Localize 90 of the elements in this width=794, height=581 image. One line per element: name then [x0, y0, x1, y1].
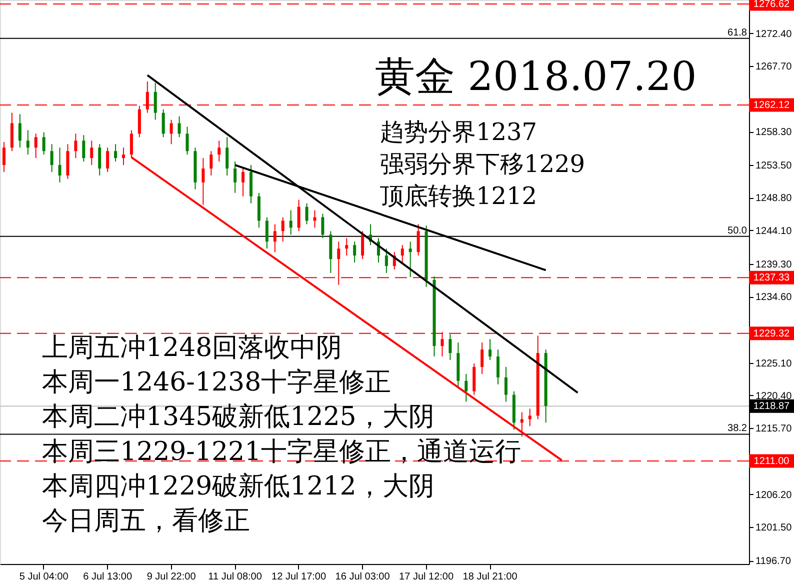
ref-line-label: 1237.33 — [753, 272, 790, 284]
ref-line-label: 1229.32 — [753, 328, 790, 340]
candlestick — [281, 216, 284, 242]
candlestick — [210, 150, 213, 176]
candlestick — [416, 224, 420, 256]
y-tick-label: 1215.70 — [756, 424, 792, 435]
candlestick — [154, 82, 157, 120]
y-tick-label: 1201.50 — [756, 522, 792, 534]
candlestick — [226, 136, 229, 176]
x-tick-label: 6 Jul 13:00 — [83, 572, 132, 581]
y-tick-label: 1225.10 — [756, 358, 792, 370]
candlestick — [90, 140, 94, 166]
ref-line-label: 1262.12 — [753, 100, 790, 111]
candlestick — [337, 241, 340, 286]
annotation: 50.0 — [728, 225, 748, 236]
candlestick — [313, 210, 316, 228]
annotation: 本周三1229-1221十字星修正，通道运行 — [42, 436, 522, 467]
candlestick — [321, 213, 324, 239]
y-tick-label: 1267.70 — [756, 62, 792, 73]
y-tick-label: 1239.30 — [756, 259, 792, 270]
y-tick-label: 1196.70 — [756, 556, 792, 568]
x-tick-label: 12 Jul 17:00 — [272, 572, 326, 581]
candlestick — [528, 408, 532, 427]
candlestick — [504, 366, 508, 402]
ref-line-label: 1276.62 — [753, 0, 790, 10]
candlestick — [34, 133, 38, 159]
candlestick — [162, 108, 165, 138]
annotation: 本周二冲1345破新低1225，大阴 — [42, 402, 434, 432]
candlestick — [353, 241, 356, 264]
x-tick-label: 16 Jul 03:00 — [335, 572, 390, 581]
y-tick-label: 1206.20 — [756, 490, 792, 501]
y-tick-label: 1258.30 — [756, 127, 792, 138]
candlestick — [58, 147, 62, 183]
x-tick-label: 5 Jul 04:00 — [19, 572, 69, 581]
y-tick-label: 1248.80 — [756, 193, 792, 204]
x-tick-label: 18 Jul 21:00 — [462, 572, 518, 581]
candlestick — [464, 373, 468, 402]
candlestick — [361, 230, 364, 260]
y-tick-label: 1234.60 — [756, 292, 792, 304]
candlestick — [297, 199, 300, 232]
annotation: 趋势分界1237 — [380, 118, 538, 146]
annotation: 本周四冲1229破新低1212，大阴 — [42, 471, 434, 502]
y-tick-label: 1253.50 — [756, 160, 792, 172]
candlestick — [400, 244, 404, 264]
candlestick — [26, 130, 30, 156]
candlestick — [242, 168, 245, 197]
annotation: 强弱分界下移1229 — [380, 150, 586, 178]
y-tick-label: 1244.10 — [756, 226, 792, 237]
candlestick — [106, 147, 110, 172]
candlestick — [114, 144, 118, 162]
candlestick — [520, 412, 524, 438]
x-tick-label: 11 Jul 08:00 — [208, 572, 262, 581]
candlestick — [265, 216, 268, 250]
candlestick — [305, 202, 308, 225]
candlestick — [496, 349, 500, 385]
y-tick-label: 1272.40 — [756, 28, 792, 40]
annotation: 上周五冲1248回落收中阴 — [42, 333, 342, 363]
candlestick — [42, 132, 46, 156]
candlestick — [202, 158, 205, 206]
candlestick — [170, 119, 173, 145]
y-tick-label: 1220.40 — [756, 390, 792, 402]
candlestick — [384, 248, 388, 274]
candlestick — [218, 140, 221, 162]
annotation: 顶底转换1212 — [380, 182, 538, 210]
candlestick — [18, 114, 22, 148]
text: 黄金 2018.07.20 — [375, 54, 697, 100]
candlestick — [178, 116, 181, 138]
x-tick-label: 17 Jul 12:00 — [399, 572, 454, 581]
candlestick — [2, 142, 6, 172]
ref-line-label: 1211.00 — [754, 456, 790, 467]
candlestick — [234, 161, 237, 194]
candlestick — [289, 210, 292, 236]
candlestick — [273, 224, 276, 253]
annotation: 61.8 — [728, 27, 748, 38]
annotation: 今日周五，看修正 — [42, 506, 250, 536]
x-tick-label: 9 Jul 22:00 — [146, 572, 196, 581]
candlestick — [50, 144, 54, 172]
ref-line-label: 1218.87 — [753, 401, 790, 412]
candlestick — [122, 147, 126, 166]
candlestick — [488, 338, 492, 360]
candlestick — [448, 334, 452, 360]
candlestick — [408, 241, 412, 278]
candlestick — [98, 144, 102, 176]
candlestick — [480, 342, 484, 374]
candlestick — [82, 134, 86, 162]
annotation: 38.2 — [728, 423, 748, 434]
candlestick — [345, 238, 348, 256]
candlestick — [74, 133, 78, 159]
annotation: 本周一1246-1238十字星修正 — [42, 368, 392, 398]
candlestick — [186, 126, 189, 156]
